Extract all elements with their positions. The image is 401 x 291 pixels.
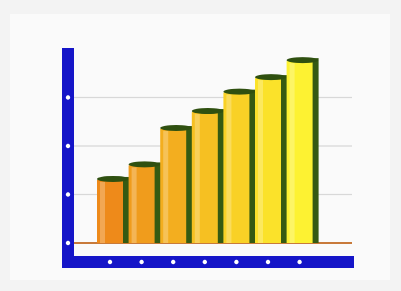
bar-part bbox=[290, 63, 295, 243]
bar-part bbox=[217, 109, 224, 243]
x-tick-mark bbox=[297, 260, 301, 264]
bar-part bbox=[163, 131, 168, 243]
bar bbox=[97, 176, 129, 243]
x-axis bbox=[62, 256, 354, 268]
x-tick-mark bbox=[108, 260, 112, 264]
bar-part bbox=[258, 80, 263, 243]
x-tick-mark bbox=[171, 260, 175, 264]
bar-part bbox=[287, 57, 319, 63]
bar-part bbox=[122, 177, 129, 243]
bar-part bbox=[248, 90, 255, 243]
y-tick-mark bbox=[66, 95, 70, 99]
x-tick-mark bbox=[203, 260, 207, 264]
x-tick-mark bbox=[234, 260, 238, 264]
y-axis bbox=[62, 48, 74, 268]
bar-part bbox=[185, 126, 192, 243]
bar bbox=[287, 57, 319, 243]
bar-part bbox=[97, 176, 129, 182]
bar-part bbox=[226, 95, 231, 243]
bar-part bbox=[255, 74, 287, 80]
bar-part bbox=[223, 89, 255, 95]
bar-part bbox=[154, 162, 161, 243]
bar-part bbox=[132, 167, 137, 243]
bar-part bbox=[129, 161, 161, 167]
bar-part bbox=[160, 125, 192, 131]
bar bbox=[192, 108, 224, 243]
bar-part bbox=[312, 58, 319, 243]
bar-part bbox=[192, 108, 224, 114]
bar bbox=[255, 74, 287, 243]
y-tick-mark bbox=[66, 144, 70, 148]
bar-part bbox=[195, 114, 200, 243]
bar bbox=[223, 89, 255, 243]
y-tick-mark bbox=[66, 192, 70, 196]
x-tick-mark bbox=[139, 260, 143, 264]
bar bbox=[129, 161, 161, 243]
bar bbox=[160, 125, 192, 243]
y-tick-mark bbox=[66, 241, 70, 245]
bar-part bbox=[100, 182, 105, 243]
x-tick-mark bbox=[266, 260, 270, 264]
chart bbox=[0, 0, 401, 291]
bar-part bbox=[280, 75, 287, 243]
